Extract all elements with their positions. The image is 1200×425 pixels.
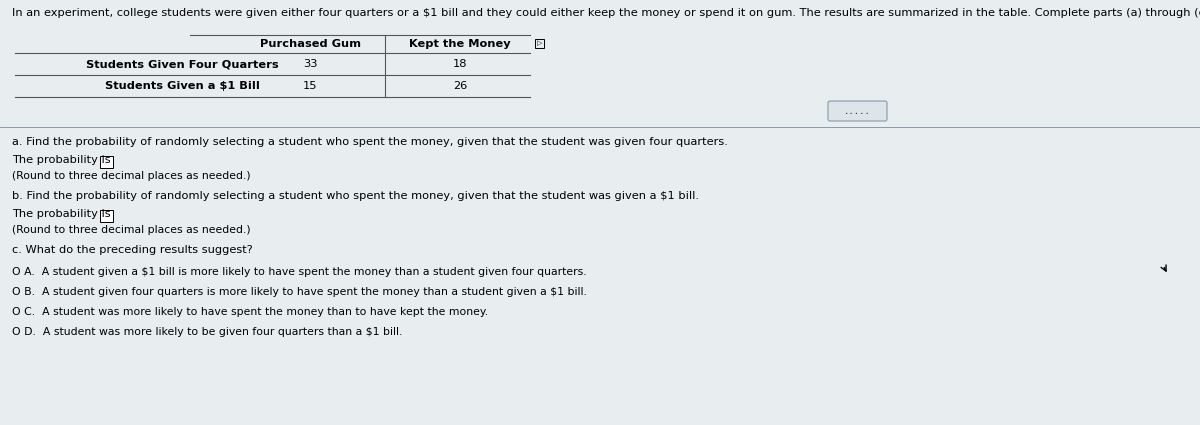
- Text: 18: 18: [452, 59, 467, 69]
- Text: O A.  A student given a $1 bill is more likely to have spent the money than a st: O A. A student given a $1 bill is more l…: [12, 267, 587, 277]
- Text: (Round to three decimal places as needed.): (Round to three decimal places as needed…: [12, 225, 251, 235]
- Text: ▷: ▷: [536, 40, 542, 46]
- FancyBboxPatch shape: [100, 210, 113, 222]
- Text: The probability is: The probability is: [12, 209, 110, 219]
- FancyBboxPatch shape: [828, 101, 887, 121]
- Text: Students Given Four Quarters: Students Given Four Quarters: [86, 59, 278, 69]
- Text: In an experiment, college students were given either four quarters or a $1 bill : In an experiment, college students were …: [12, 8, 1200, 18]
- FancyBboxPatch shape: [535, 39, 544, 48]
- Text: b. Find the probability of randomly selecting a student who spent the money, giv: b. Find the probability of randomly sele…: [12, 191, 698, 201]
- Text: The probability is: The probability is: [12, 155, 110, 165]
- Text: 33: 33: [302, 59, 317, 69]
- FancyBboxPatch shape: [100, 156, 113, 168]
- Text: O B.  A student given four quarters is more likely to have spent the money than : O B. A student given four quarters is mo…: [12, 287, 587, 297]
- Text: Purchased Gum: Purchased Gum: [259, 39, 360, 49]
- Text: (Round to three decimal places as needed.): (Round to three decimal places as needed…: [12, 171, 251, 181]
- Text: O C.  A student was more likely to have spent the money than to have kept the mo: O C. A student was more likely to have s…: [12, 307, 488, 317]
- Text: 26: 26: [452, 81, 467, 91]
- Text: Students Given a $1 Bill: Students Given a $1 Bill: [106, 81, 260, 91]
- Text: 15: 15: [302, 81, 317, 91]
- Text: O D.  A student was more likely to be given four quarters than a $1 bill.: O D. A student was more likely to be giv…: [12, 327, 402, 337]
- Text: c. What do the preceding results suggest?: c. What do the preceding results suggest…: [12, 245, 253, 255]
- Text: Kept the Money: Kept the Money: [409, 39, 511, 49]
- Text: a. Find the probability of randomly selecting a student who spent the money, giv: a. Find the probability of randomly sele…: [12, 137, 728, 147]
- Text: .....: .....: [844, 107, 871, 116]
